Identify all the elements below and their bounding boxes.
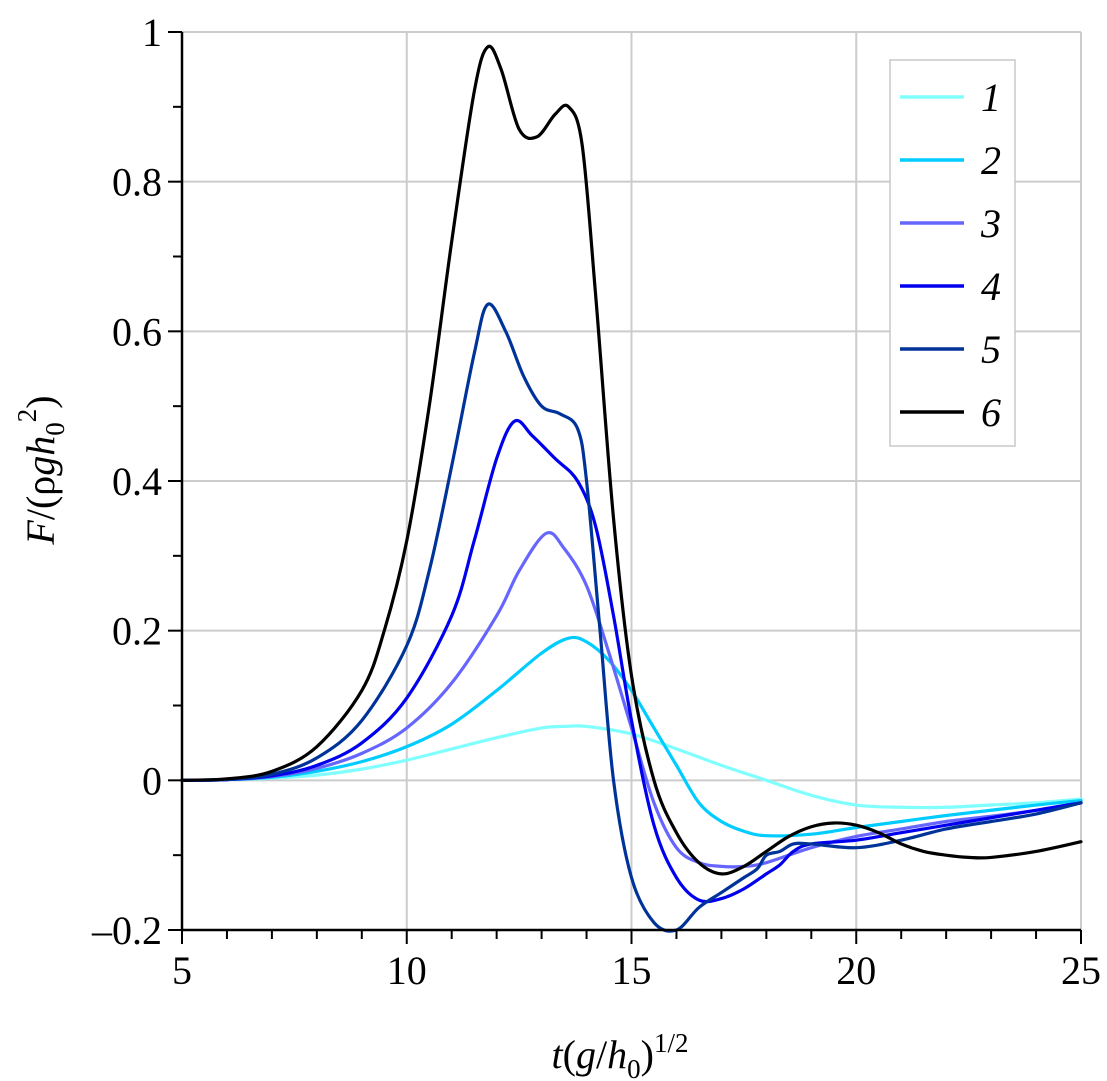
legend-label-4: 4 xyxy=(981,264,1001,309)
y-tick-label: –0.2 xyxy=(91,908,162,953)
x-tick-label: 15 xyxy=(612,948,652,993)
series-line-3 xyxy=(180,531,1083,869)
x-tick-label: 10 xyxy=(387,948,427,993)
x-tick-label: 20 xyxy=(836,948,876,993)
x-tick-label: 5 xyxy=(172,948,192,993)
legend-label-1: 1 xyxy=(981,75,1001,120)
y-tick-label: 0.2 xyxy=(112,609,162,654)
y-axis-title: F/(ρgh02) xyxy=(12,395,70,545)
series-line-4 xyxy=(180,418,1083,904)
series-line-6 xyxy=(180,44,1083,876)
legend-label-3: 3 xyxy=(980,201,1001,246)
y-tick-label: 1 xyxy=(142,10,162,55)
series-group xyxy=(180,44,1083,933)
x-axis-title: t(g/h0)1/2 xyxy=(552,1028,689,1081)
legend-box xyxy=(889,59,1016,447)
legend-label-2: 2 xyxy=(981,138,1001,183)
grid xyxy=(182,31,1082,930)
y-tick-label: 0.6 xyxy=(112,309,162,354)
series-line-2 xyxy=(180,635,1083,838)
ticks: 5 10 15 20 25–0.200.20.40.60.81 xyxy=(91,10,1101,993)
legend: 1 2 3 4 5 6 xyxy=(889,59,1016,447)
legend-label-5: 5 xyxy=(981,327,1001,372)
y-tick-label: 0 xyxy=(142,758,162,803)
series-line-5 xyxy=(180,302,1083,933)
legend-label-6: 6 xyxy=(981,390,1001,435)
x-tick-label: 25 xyxy=(1061,948,1101,993)
y-tick-label: 0.8 xyxy=(112,160,162,205)
y-tick-label: 0.4 xyxy=(112,459,162,504)
